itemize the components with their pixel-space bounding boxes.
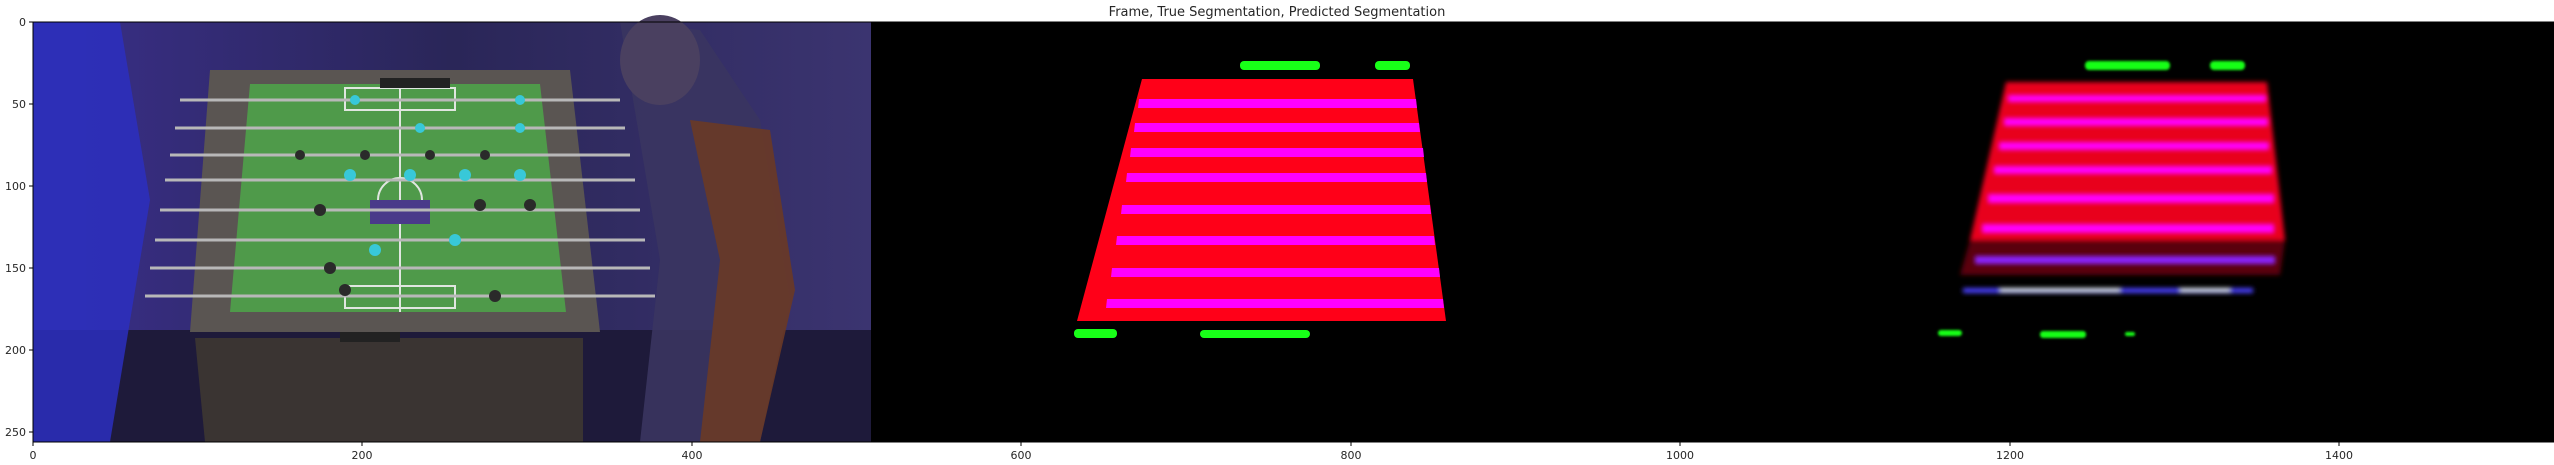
true-segmentation-panel [1074, 61, 1446, 338]
frame-panel [33, 15, 871, 442]
x-tick-label: 1200 [1996, 449, 2024, 462]
y-tick-label: 200 [5, 344, 26, 357]
x-tick-label: 800 [1341, 449, 1362, 462]
predicted-segmentation-panel [1938, 61, 2285, 338]
y-axis: 0 50 100 150 200 250 [5, 16, 33, 439]
y-tick-label: 50 [12, 98, 26, 111]
figure-title: Frame, True Segmentation, Predicted Segm… [1108, 5, 1446, 20]
x-tick-label: 200 [352, 449, 373, 462]
y-tick-label: 100 [5, 180, 26, 193]
predicted-goals [1938, 61, 2245, 338]
x-tick-label: 1400 [2325, 449, 2353, 462]
x-tick-label: 600 [1011, 449, 1032, 462]
y-tick-label: 150 [5, 262, 26, 275]
true-field [1077, 79, 1446, 321]
y-tick-label: 250 [5, 426, 26, 439]
true-rods [1106, 99, 1444, 308]
axes-frame [32, 21, 2554, 443]
y-tick-label: 0 [19, 16, 26, 29]
image-axes [32, 15, 2554, 443]
x-tick-label: 0 [30, 449, 37, 462]
x-axis: 0 200 400 600 800 1000 1200 1400 [30, 442, 2353, 462]
x-tick-label: 400 [682, 449, 703, 462]
x-tick-label: 1000 [1666, 449, 1694, 462]
field-image [230, 84, 566, 312]
true-goals [1074, 61, 1410, 338]
